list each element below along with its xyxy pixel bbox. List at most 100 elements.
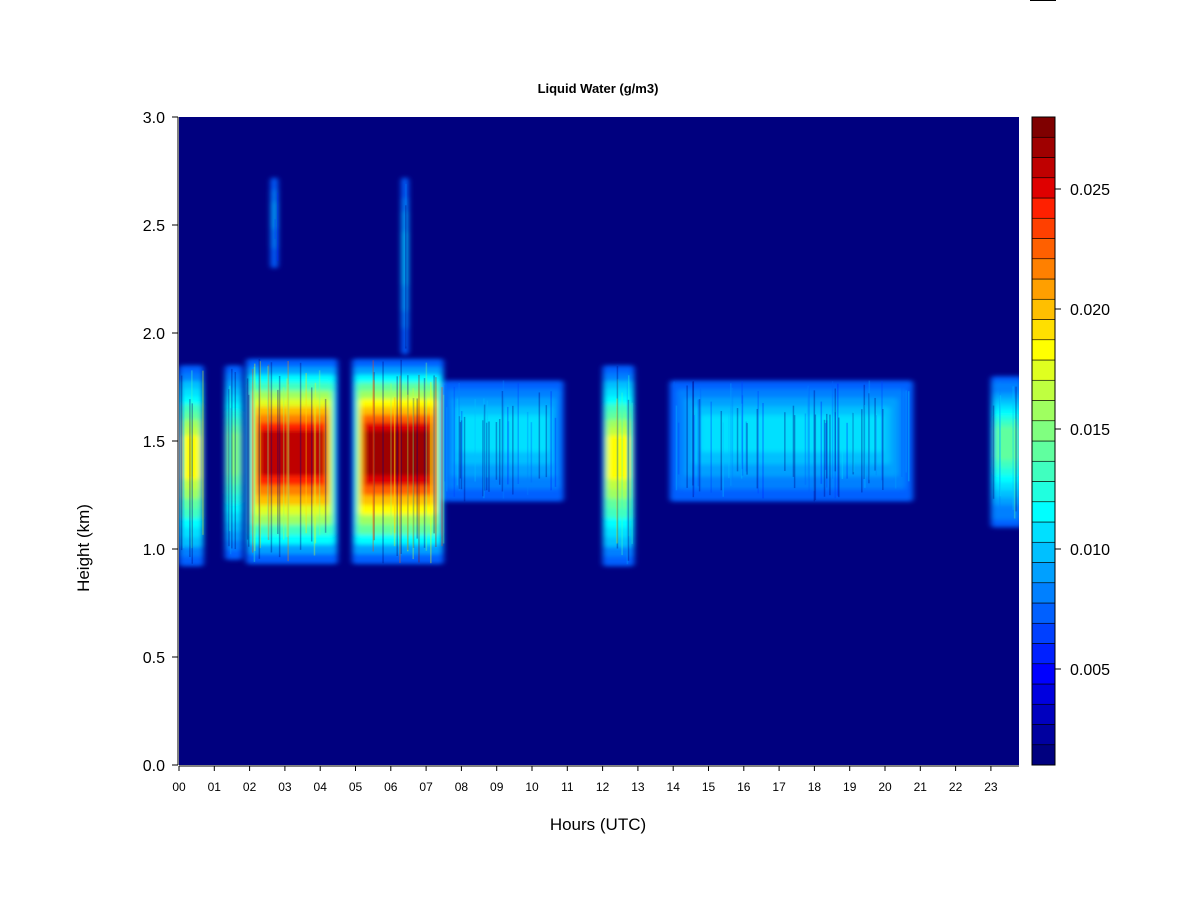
cloud-streak — [820, 401, 823, 484]
cloud-streak — [838, 417, 840, 498]
cloud-streak — [823, 419, 826, 497]
colorbar-swatch — [1031, 298, 1056, 320]
cloud-streak — [189, 399, 191, 558]
corner-mark — [1030, 0, 1056, 1]
plot-area — [179, 117, 1022, 765]
cloud-streak — [229, 385, 231, 532]
colorbar-swatch — [1031, 481, 1056, 503]
cloud-streak — [616, 379, 619, 543]
x-tick-label: 04 — [314, 780, 328, 794]
colorbar-swatch — [1031, 703, 1056, 725]
colorbar-frame — [1031, 116, 1056, 766]
cloud-contour — [364, 430, 431, 476]
cloud-streak — [992, 405, 995, 499]
colorbar-swatch — [1031, 602, 1056, 624]
x-tick-label: 10 — [525, 780, 539, 794]
cloud-streak — [730, 383, 732, 486]
cloud-streak — [512, 405, 514, 495]
x-axis: 00 01 02 03 04 05 06 07 08 09 10 11 12 13 14 15 16 17 18 19… — [172, 765, 1019, 794]
cloud-streak — [677, 422, 680, 475]
cloud-streak — [746, 423, 748, 475]
cloud-streak — [485, 422, 488, 491]
cloud-streak — [446, 407, 448, 492]
cloud-feature — [224, 365, 243, 560]
cloud-streak — [267, 364, 270, 541]
cloud-streak — [373, 372, 375, 541]
x-axis-label: Hours (UTC) — [550, 815, 646, 834]
cloud-streak — [406, 394, 409, 552]
cloud-streak — [999, 382, 1001, 508]
cloud-streak — [834, 412, 836, 499]
y-axis: 0.0 0.5 1.0 1.5 2.0 2.5 3.0 — [143, 110, 179, 775]
cloud-streak — [627, 375, 630, 537]
cloud-streak — [875, 415, 878, 476]
cloud-streak — [686, 385, 688, 488]
cloud-streak — [435, 377, 437, 548]
cloud-streak — [423, 378, 426, 548]
cloud-streak — [813, 390, 816, 502]
cloud-streak — [741, 395, 744, 476]
y-tick-label: 0.0 — [143, 758, 165, 775]
colorbar-swatch — [1031, 420, 1056, 442]
colorbar-swatch — [1031, 258, 1056, 280]
colorbar-swatch — [1031, 116, 1056, 138]
cloud-streak — [259, 361, 261, 549]
cloud-streak — [441, 387, 443, 547]
cloud-streak — [631, 402, 633, 544]
x-tick-label: 22 — [949, 780, 963, 794]
colorbar-swatch — [1031, 622, 1056, 644]
cloud-streak — [1020, 407, 1022, 524]
cloud-streak — [762, 402, 764, 499]
cloud-feature — [270, 177, 278, 269]
x-tick-label: 12 — [596, 780, 610, 794]
y-tick-label: 3.0 — [143, 110, 165, 127]
cloud-streak — [231, 368, 233, 549]
cloud-streak — [863, 384, 866, 480]
cloud-streak — [720, 410, 723, 491]
cloud-streak — [253, 363, 256, 552]
cloud-feature — [669, 380, 914, 502]
cloud-streak — [460, 411, 463, 480]
colorbar-swatch — [1031, 440, 1056, 462]
x-tick-label: 21 — [914, 780, 928, 794]
cloud-streak — [616, 398, 618, 544]
cloud-streak — [882, 408, 884, 490]
cloud-feature — [401, 177, 409, 355]
cloud-contour — [271, 204, 277, 225]
cloud-streak — [517, 382, 519, 484]
x-tick-label: 01 — [208, 780, 222, 794]
colorbar-swatch — [1031, 744, 1056, 766]
x-tick-label: 07 — [419, 780, 433, 794]
cloud-streak — [881, 380, 883, 481]
y-tick-label: 2.5 — [143, 218, 165, 235]
cloud-streak — [824, 423, 827, 470]
y-tick-label: 1.0 — [143, 542, 165, 559]
colorbar-swatch — [1031, 663, 1056, 685]
cloud-streak — [405, 183, 407, 347]
cloud-contour — [995, 426, 1019, 461]
x-tick-label: 02 — [243, 780, 257, 794]
cloud-streak — [453, 386, 456, 497]
cloud-streak — [907, 391, 910, 482]
colorbar-swatch — [1031, 521, 1056, 543]
x-tick-label: 14 — [667, 780, 681, 794]
cloud-streak — [382, 361, 384, 564]
cloud-streak — [286, 378, 288, 537]
colorbar-swatch — [1031, 157, 1056, 179]
colorbar-swatch — [1031, 460, 1056, 482]
cloud-streak — [784, 412, 786, 471]
cloud-streak — [616, 366, 619, 549]
cloud-streak — [251, 368, 254, 553]
cloud-streak — [373, 380, 375, 541]
cloud-streak — [825, 413, 828, 479]
colorbar-swatch — [1031, 359, 1056, 381]
cloud-streak — [274, 219, 276, 239]
cloud-streak — [282, 387, 285, 540]
cloud-streak — [861, 409, 863, 493]
cloud-streak — [507, 406, 509, 485]
cloud-streak — [228, 389, 230, 547]
cloud-streak — [852, 411, 855, 473]
cloud-streak — [545, 405, 548, 478]
cloud-contour — [402, 238, 408, 278]
